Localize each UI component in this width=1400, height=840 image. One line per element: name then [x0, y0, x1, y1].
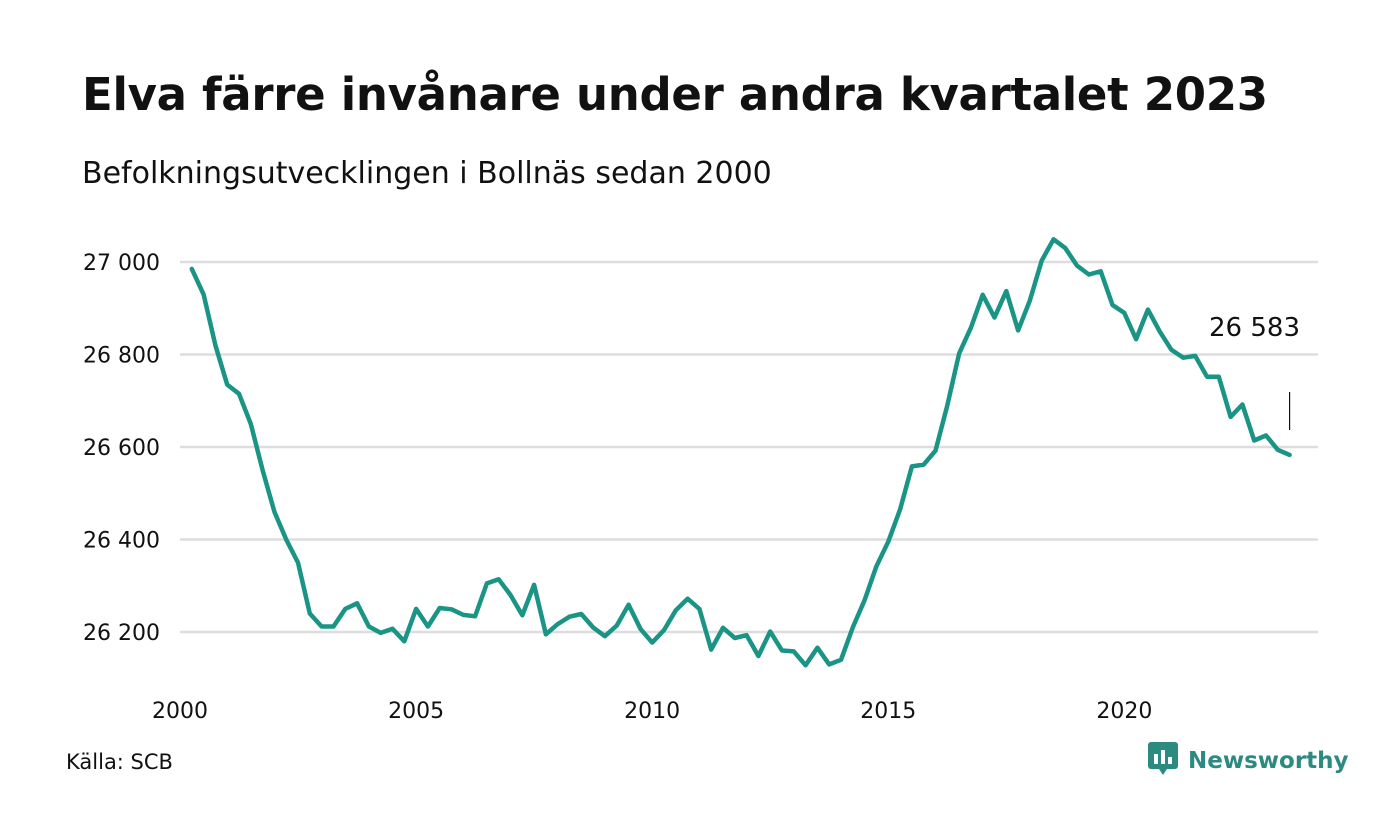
annotation-label: 26 583 [1209, 313, 1300, 343]
y-tick-label: 26 200 [83, 621, 160, 646]
y-tick-label: 27 000 [83, 251, 160, 276]
x-tick-label: 2020 [1096, 699, 1152, 724]
gridlines [180, 260, 1318, 634]
x-tick-label: 2000 [152, 699, 208, 724]
brand-name: Newsworthy [1188, 748, 1349, 774]
x-tick-label: 2015 [860, 699, 916, 724]
chart-subtitle: Befolkningsutvecklingen i Bollnäs sedan … [82, 156, 772, 191]
bar-chart-logo-icon [1148, 742, 1178, 780]
series-line [189, 237, 1292, 668]
series-layer [189, 237, 1292, 668]
chart-title: Elva färre invånare under andra kvartale… [82, 68, 1268, 121]
y-tick-label: 26 400 [83, 529, 160, 554]
x-tick-label: 2010 [624, 699, 680, 724]
y-tick-label: 26 600 [83, 436, 160, 461]
x-axis-tick-labels: 2000 2005 2010 2015 2020 [152, 699, 1152, 724]
annotation-layer: 26 583 [1209, 313, 1300, 430]
brand-logo: Newsworthy [1148, 742, 1349, 780]
y-tick-label: 26 800 [83, 344, 160, 369]
y-axis-tick-labels: 26 200 26 400 26 600 26 800 27 000 [83, 251, 160, 646]
source-label: Källa: SCB [66, 750, 173, 774]
x-tick-label: 2005 [388, 699, 444, 724]
